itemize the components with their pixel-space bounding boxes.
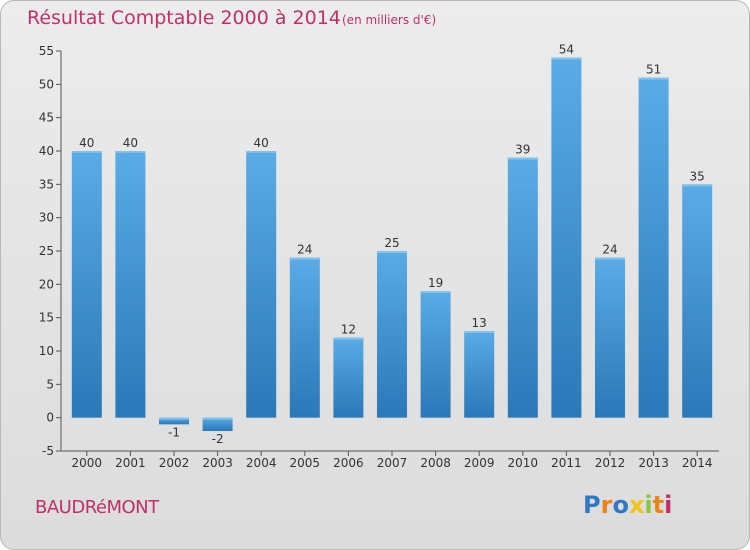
- y-tick-label: 10: [39, 344, 54, 358]
- bar-2009: [464, 331, 495, 418]
- bar-2004: [246, 151, 277, 418]
- bar-2003: [202, 417, 233, 431]
- bar-edge-2003: [202, 417, 233, 420]
- data-label-2011: 54: [559, 43, 574, 57]
- bar-2007: [377, 251, 407, 418]
- bar-edge-2012: [595, 257, 625, 260]
- bar-edge-2008: [420, 291, 451, 293]
- bar-2011: [551, 57, 582, 418]
- bar-edge-2002: [159, 417, 189, 420]
- x-tick-label: 2013: [638, 456, 669, 470]
- city-name: BAUDRéMONT: [35, 497, 159, 518]
- data-label-2008: 19: [428, 276, 443, 290]
- data-label-2012: 24: [602, 243, 617, 257]
- y-tick-label: -5: [42, 444, 54, 458]
- x-tick-label: 2002: [159, 456, 190, 470]
- bar-2010: [507, 157, 538, 418]
- bar-2013: [638, 77, 669, 418]
- y-tick-label: 30: [39, 211, 54, 225]
- data-label-2007: 25: [384, 236, 399, 250]
- bar-edge-2004: [246, 151, 277, 153]
- data-label-2009: 13: [472, 316, 487, 330]
- x-tick-label: 2009: [464, 456, 495, 470]
- y-tick-label: 45: [39, 111, 54, 125]
- data-label-2014: 35: [690, 169, 705, 183]
- logo-letter: i: [664, 491, 673, 519]
- chart-title: Résultat Comptable 2000 à 2014: [27, 7, 341, 29]
- bar-2012: [595, 257, 625, 418]
- data-label-2005: 24: [297, 243, 312, 257]
- y-tick-label: 0: [46, 411, 54, 425]
- logo-letter: x: [628, 491, 645, 519]
- bar-edge-2006: [333, 337, 364, 340]
- x-tick-label: 2011: [551, 456, 582, 470]
- bar-2000: [71, 151, 102, 418]
- data-label-2001: 40: [123, 136, 138, 150]
- logo-letter: P: [583, 491, 601, 519]
- y-tick-label: 15: [39, 311, 54, 325]
- y-tick-label: 40: [39, 144, 54, 158]
- y-tick-label: 50: [39, 77, 54, 91]
- bar-edge-2001: [115, 151, 146, 153]
- bar-2002: [159, 417, 189, 425]
- x-tick-label: 2010: [508, 456, 539, 470]
- y-tick-label: 55: [39, 44, 54, 58]
- logo-letter: t: [652, 491, 665, 519]
- x-tick-label: 2003: [202, 456, 233, 470]
- axes: -5 0 5 10 15 20 25 30 35 40 45 50 55 2000 2001 2002 2003…: [39, 44, 719, 470]
- bar-2001: [115, 151, 146, 418]
- logo-letter: r: [600, 491, 613, 519]
- bar-2008: [420, 291, 451, 418]
- x-tick-label: 2004: [246, 456, 277, 470]
- x-tick-label: 2012: [595, 456, 626, 470]
- y-tick-label: 20: [39, 277, 54, 291]
- data-label-2010: 39: [515, 143, 530, 157]
- logo-letter: i: [644, 491, 653, 519]
- proxiti-logo: Proxiti: [583, 491, 672, 519]
- data-label-2013: 51: [646, 63, 661, 77]
- data-label-2004: 40: [254, 136, 269, 150]
- bar-2014: [682, 184, 713, 418]
- data-labels: 40 40 -1 -2 40 24 12 25 19 13 39 54 24 51 35: [79, 43, 705, 446]
- y-tick-label: 35: [39, 177, 54, 191]
- y-tick-label: 5: [46, 377, 54, 391]
- bar-edge-2010: [507, 157, 538, 160]
- bar-edge-2009: [464, 331, 495, 333]
- bar-edge-2000: [71, 151, 102, 153]
- y-tick-label: 25: [39, 244, 54, 258]
- x-tick-label: 2006: [333, 456, 364, 470]
- data-label-2006: 12: [341, 323, 356, 337]
- x-tick-label: 2007: [377, 456, 408, 470]
- bar-edge-2014: [682, 184, 713, 187]
- data-label-2003: -2: [212, 432, 224, 446]
- bar-edge-2011: [551, 57, 582, 60]
- bars: [71, 57, 713, 431]
- chart-unit: (en milliers d'€): [342, 13, 437, 27]
- logo-letter: o: [612, 491, 629, 519]
- bar-2005: [289, 257, 320, 418]
- bar-edge-2005: [289, 257, 320, 260]
- data-label-2002: -1: [168, 425, 180, 439]
- bar-2006: [333, 337, 364, 418]
- x-tick-label: 2000: [72, 456, 103, 470]
- bar-edge-2013: [638, 77, 669, 80]
- x-tick-label: 2008: [420, 456, 451, 470]
- bar-edge-2007: [377, 251, 407, 253]
- x-tick-label: 2001: [115, 456, 146, 470]
- x-tick-label: 2014: [682, 456, 713, 470]
- data-label-2000: 40: [79, 136, 94, 150]
- x-tick-label: 2005: [290, 456, 321, 470]
